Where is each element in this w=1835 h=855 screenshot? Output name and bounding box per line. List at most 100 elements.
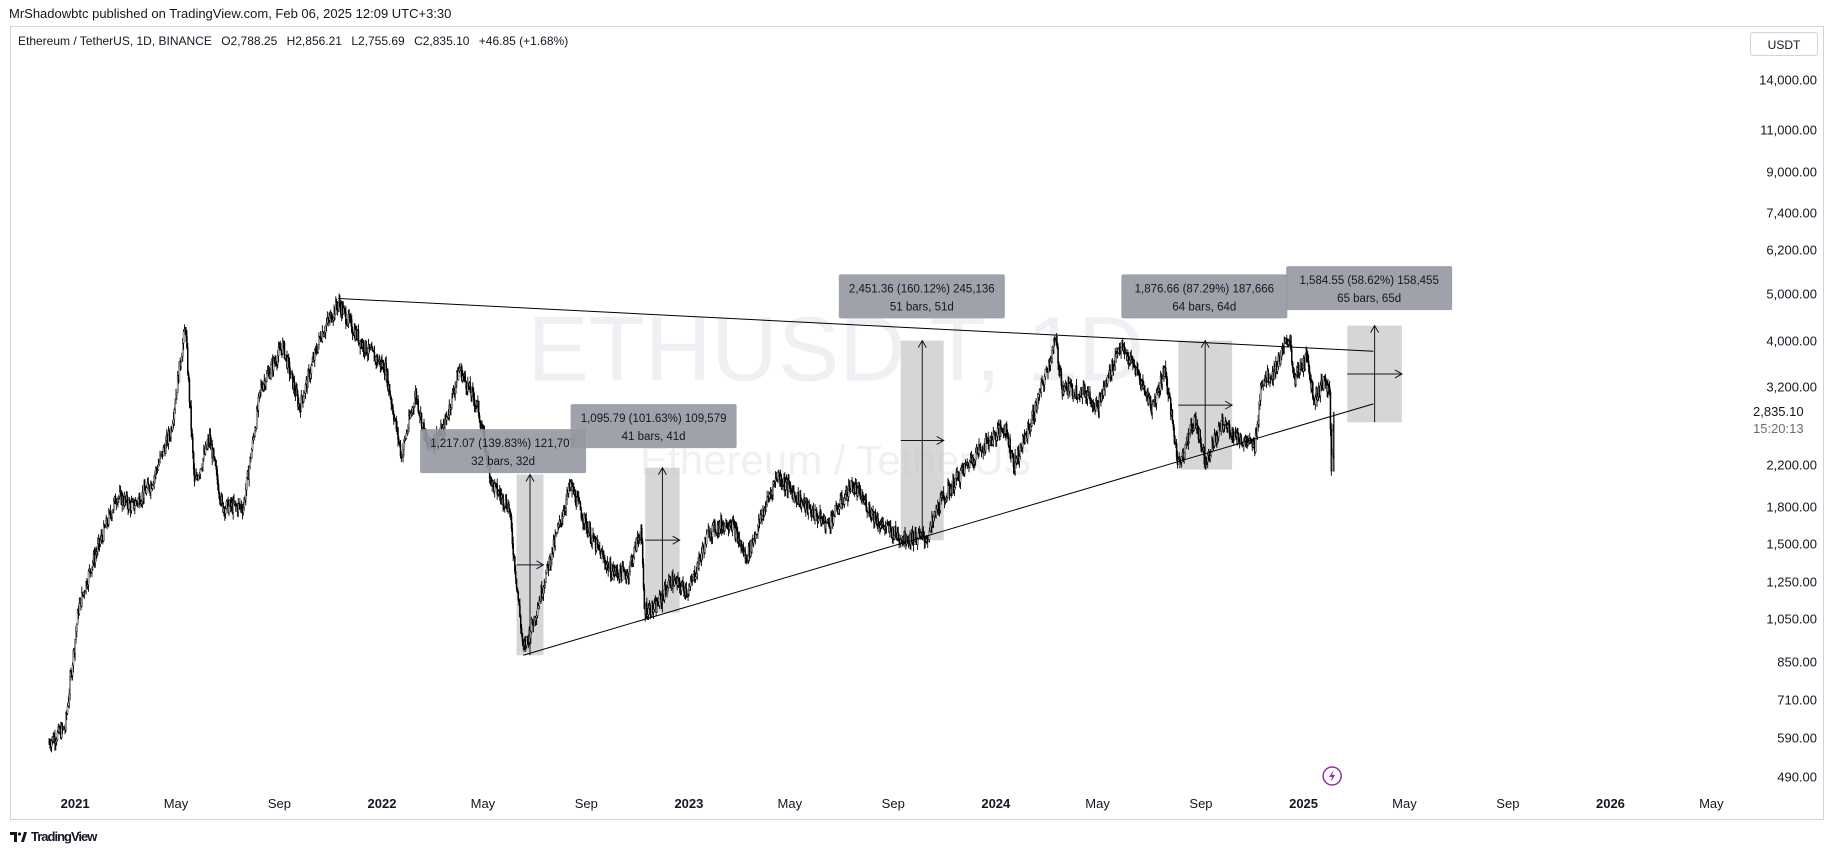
candle-body — [174, 403, 176, 410]
chart-frame[interactable] — [10, 26, 1824, 820]
candle-body — [1257, 420, 1259, 425]
candle-body — [512, 543, 514, 556]
candle-body — [303, 396, 305, 402]
candle-body — [311, 361, 313, 366]
candle-body — [1055, 339, 1058, 343]
candle-body — [392, 406, 394, 414]
candle-body — [1140, 381, 1143, 385]
candle-body — [75, 631, 77, 640]
candle-body — [397, 427, 399, 440]
candle-body — [112, 509, 114, 513]
candle-body — [1060, 371, 1063, 386]
candle-body — [1065, 382, 1068, 388]
candle-body — [882, 521, 884, 526]
candle-body — [614, 571, 616, 575]
candle-body — [1301, 363, 1303, 372]
candle-body — [889, 525, 892, 530]
candle-body — [1276, 366, 1279, 372]
currency-button[interactable]: USDT — [1750, 32, 1818, 56]
candle-body — [502, 494, 504, 506]
candle-body — [708, 529, 710, 538]
candle-body — [1307, 356, 1309, 362]
candle-body — [519, 604, 521, 617]
candle-body — [237, 503, 239, 513]
candle-body — [1044, 368, 1047, 378]
candle-body — [1183, 452, 1185, 459]
candle-body — [1120, 346, 1122, 352]
candle-body — [784, 481, 787, 490]
candle-body — [630, 559, 632, 563]
candle-body — [324, 325, 327, 333]
candle-body — [1173, 426, 1175, 438]
candle-body — [143, 485, 145, 499]
candle-body — [335, 301, 338, 307]
candle-body — [862, 495, 864, 500]
candle-body — [515, 578, 518, 589]
candle-body — [465, 380, 467, 389]
candle-body — [202, 458, 204, 468]
candle-body — [815, 510, 818, 517]
candle-body — [399, 444, 402, 457]
candle-body — [643, 587, 646, 610]
candle-body — [731, 521, 734, 531]
candle-body — [165, 440, 167, 454]
candle-body — [974, 460, 976, 463]
candle-body — [830, 515, 832, 528]
candle-body — [514, 571, 517, 580]
candle-body — [217, 479, 219, 490]
candle-body — [1256, 424, 1259, 437]
candle-body — [569, 481, 572, 488]
candle-body — [656, 601, 658, 613]
x-tick-label: 2026 — [1595, 796, 1625, 811]
candle-body — [265, 380, 267, 387]
candle-body — [621, 566, 624, 581]
candle-body — [122, 495, 124, 504]
candle-body — [704, 538, 706, 553]
candle-body — [996, 428, 999, 437]
candle-body — [498, 490, 501, 495]
candle-body — [857, 487, 859, 497]
candle-body — [1184, 444, 1186, 453]
candle-body — [1113, 366, 1116, 370]
candle-body — [959, 469, 962, 483]
candle-body — [1180, 456, 1183, 463]
candle-body — [118, 496, 120, 499]
candle-body — [1037, 393, 1040, 398]
candle-body — [1112, 369, 1115, 371]
candle-body — [657, 601, 659, 606]
candle-body — [74, 639, 76, 654]
candle-body — [850, 480, 852, 492]
candle-body — [1031, 415, 1033, 424]
candle-body — [350, 319, 353, 332]
measure-label-price-1: 1,095.79 (101.63%) 109,579 — [581, 413, 727, 425]
candle-body — [457, 370, 460, 381]
candle-body — [319, 336, 322, 341]
candle-body — [87, 571, 90, 586]
candle-body — [1098, 396, 1100, 412]
candle-body — [604, 557, 606, 564]
candle-body — [658, 594, 661, 606]
y-tick-label: 710.00 — [1777, 692, 1817, 708]
candle-body — [550, 559, 552, 567]
candle-body — [1049, 360, 1052, 366]
candle-body — [711, 525, 714, 538]
candle-body — [197, 475, 200, 480]
candle-body — [101, 535, 103, 538]
x-tick-label: Sep — [1189, 796, 1213, 811]
candle-body — [262, 384, 265, 390]
y-tick-label: 5,000.00 — [1766, 286, 1817, 302]
candle-body — [249, 457, 251, 468]
candle-body — [1051, 350, 1053, 359]
candle-body — [780, 476, 783, 485]
candle-body — [1106, 375, 1109, 384]
candle-body — [55, 741, 57, 744]
footer-branding[interactable]: TradingView — [9, 829, 97, 844]
y-tick-label: 1,500.00 — [1766, 536, 1817, 552]
symbol-name[interactable]: Ethereum / TetherUS, 1D, BINANCE — [18, 34, 212, 48]
candle-body — [1036, 405, 1038, 411]
y-tick-label: 7,400.00 — [1766, 205, 1817, 221]
candle-body — [203, 451, 205, 459]
candle-body — [192, 452, 195, 470]
candle-body — [736, 527, 738, 532]
